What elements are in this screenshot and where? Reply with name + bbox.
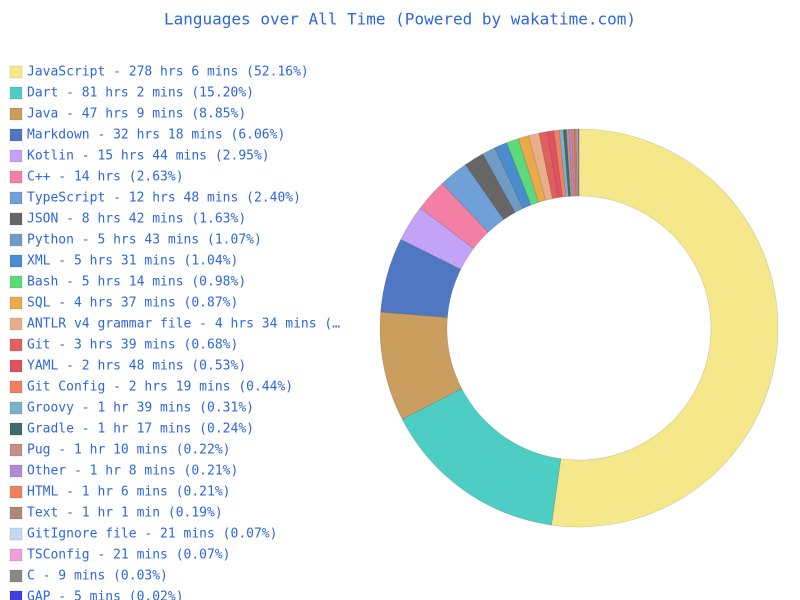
legend-label: XML - 5 hrs 31 mins (1.04%) <box>27 254 238 269</box>
legend-swatch <box>9 506 23 520</box>
legend-label: Dart - 81 hrs 2 mins (15.20%) <box>27 86 254 101</box>
donut-slice <box>401 388 562 526</box>
legend-label: GAP - 5 mins (0.02%) <box>27 590 184 600</box>
donut-slice <box>464 153 516 221</box>
legend-label: SQL - 4 hrs 37 mins (0.87%) <box>27 296 238 311</box>
legend-swatch <box>9 464 23 478</box>
legend-label: TSConfig - 21 mins (0.07%) <box>27 548 231 563</box>
legend-swatch <box>9 233 23 247</box>
legend-label: JavaScript - 278 hrs 6 mins (52.16%) <box>27 65 309 80</box>
legend-label: GitIgnore file - 21 mins (0.07%) <box>27 527 277 542</box>
legend-label: Java - 47 hrs 9 mins (8.85%) <box>27 107 246 122</box>
donut-slice <box>577 128 579 197</box>
donut-slice <box>506 138 540 206</box>
legend-swatch <box>9 191 23 205</box>
legend-label: Git - 3 hrs 39 mins (0.68%) <box>27 338 238 353</box>
legend-label: Gradle - 1 hr 17 mins (0.24%) <box>27 422 254 437</box>
legend-label: Kotlin - 15 hrs 44 mins (2.95%) <box>27 149 270 164</box>
legend-label: Groovy - 1 hr 39 mins (0.31%) <box>27 401 254 416</box>
legend-swatch <box>9 107 23 121</box>
legend-swatch <box>9 548 23 562</box>
donut-slice <box>494 142 532 209</box>
legend-swatch <box>9 443 23 457</box>
donut-slice <box>528 132 553 201</box>
legend-swatch <box>9 380 23 394</box>
legend-label: Python - 5 hrs 43 mins (1.07%) <box>27 233 262 248</box>
legend-swatch <box>9 569 23 583</box>
legend-label: Other - 1 hr 8 mins (0.21%) <box>27 464 238 479</box>
donut-slice <box>553 129 567 198</box>
legend-swatch <box>9 485 23 499</box>
donut-slice <box>379 311 463 420</box>
legend-swatch <box>9 254 23 268</box>
donut-slice <box>400 207 475 270</box>
legend-swatch <box>9 422 23 436</box>
legend-label: ANTLR v4 grammar file - 4 hrs 34 mins (… <box>27 317 340 332</box>
chart-title: Languages over All Time (Powered by waka… <box>164 10 636 29</box>
legend-label: C - 9 mins (0.03%) <box>27 569 168 584</box>
legend-swatch <box>9 401 23 415</box>
legend-label: TypeScript - 12 hrs 48 mins (2.40%) <box>27 191 301 206</box>
legend-swatch <box>9 296 23 310</box>
legend-swatch <box>9 212 23 226</box>
legend-swatch <box>9 359 23 373</box>
legend-label: C++ - 14 hrs (2.63%) <box>27 170 184 185</box>
donut-slice <box>576 128 579 197</box>
donut-slice <box>571 128 577 197</box>
legend-swatch <box>9 275 23 289</box>
legend-label: Bash - 5 hrs 14 mins (0.98%) <box>27 275 246 290</box>
legend-label: HTML - 1 hr 6 mins (0.21%) <box>27 485 231 500</box>
donut-slice <box>538 131 559 200</box>
legend-label: JSON - 8 hrs 42 mins (1.63%) <box>27 212 246 227</box>
legend-label: Git Config - 2 hrs 19 mins (0.44%) <box>27 380 293 395</box>
legend-label: YAML - 2 hrs 48 mins (0.53%) <box>27 359 246 374</box>
legend-swatch <box>9 317 23 331</box>
donut-slice <box>551 128 779 528</box>
legend-label: Text - 1 hr 1 min (0.19%) <box>27 506 223 521</box>
donut-slice <box>517 135 546 203</box>
donut-slice <box>568 128 575 197</box>
legend-label: Markdown - 32 hrs 18 mins (6.06%) <box>27 128 285 143</box>
legend-swatch <box>9 590 23 600</box>
legend-swatch <box>9 65 23 79</box>
legend-label: Pug - 1 hr 10 mins (0.22%) <box>27 443 231 458</box>
legend-swatch <box>9 128 23 142</box>
legend-swatch <box>9 170 23 184</box>
donut-slice <box>482 147 524 213</box>
legend-swatch <box>9 86 23 100</box>
legend-swatch <box>9 149 23 163</box>
donut-slice <box>559 129 569 197</box>
legend-swatch <box>9 527 23 541</box>
legend-swatch <box>9 338 23 352</box>
donut-slice <box>441 164 505 233</box>
donut-slice <box>380 238 462 318</box>
